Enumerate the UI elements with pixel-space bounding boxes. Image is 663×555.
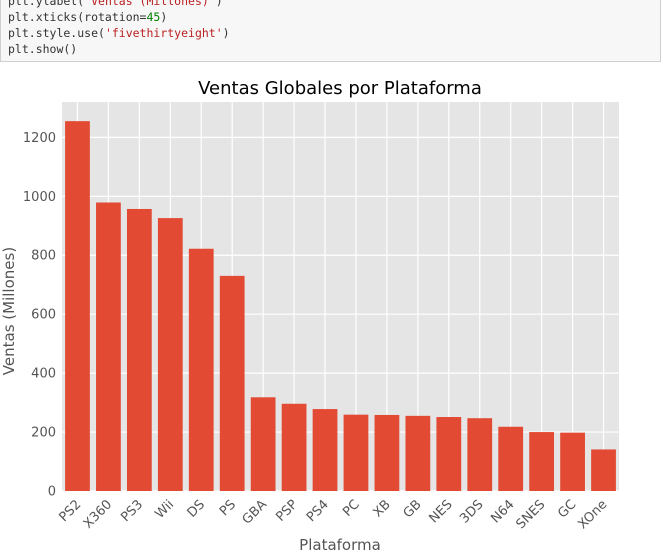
x-tick-label: PS4 <box>304 497 332 525</box>
bar-x360 <box>96 202 121 491</box>
code-line: plt.ylabel('Ventas (Millones)') <box>8 0 230 9</box>
code-token: 'fivethirtyeight' <box>104 26 223 40</box>
x-tick-label: PS3 <box>118 497 146 525</box>
x-tick-label: XB <box>371 497 394 520</box>
x-tick-label: X360 <box>81 497 115 531</box>
output-area: 0 200 400 600 800 1000 1200 PS2 X360 PS3 Wii DS PS G… <box>0 62 663 554</box>
x-tick-label: PS <box>217 497 239 519</box>
code-token: plt.xticks(rotation= <box>8 10 147 24</box>
bar-ps <box>219 275 245 491</box>
bar-gb <box>405 415 431 491</box>
bar-xb <box>374 414 400 491</box>
y-tick-label: 800 <box>31 249 56 264</box>
bar-ps3 <box>126 208 152 491</box>
code-token: plt.style.use( <box>8 26 105 40</box>
bar-psp <box>281 403 307 491</box>
x-tick-label: SNES <box>513 497 548 532</box>
bar-snes <box>529 432 555 491</box>
x-tick-label: PSP <box>273 497 301 525</box>
x-tick-label: DS <box>185 497 209 521</box>
chart-title: Ventas Globales por Plataforma <box>198 78 482 99</box>
x-tick-label: Wii <box>153 497 178 522</box>
y-tick-label: 0 <box>48 485 56 500</box>
bars <box>65 121 616 492</box>
bar-ds <box>188 248 214 491</box>
code-token: 'Ventas (Millones)' <box>84 0 216 8</box>
code-token: plt.ylabel( <box>8 0 85 8</box>
bar-wii <box>157 218 183 492</box>
bar-ps2 <box>65 121 90 491</box>
y-tick-label: 1200 <box>23 131 56 146</box>
y-tick-label: 600 <box>31 308 56 323</box>
code-line: plt.style.use('fivethirtyeight') <box>8 25 230 41</box>
y-tick-label: 200 <box>31 426 56 441</box>
x-tick-label: GC <box>555 497 579 521</box>
code-line: plt.show() <box>8 41 230 57</box>
x-axis-label: Plataforma <box>299 536 381 551</box>
code-token: plt.show() <box>8 42 78 56</box>
code-editor[interactable]: plt.ylabel('Ventas (Millones)') plt.xtick… <box>8 0 230 57</box>
x-tick-label: XOne <box>575 497 610 532</box>
x-tick-label: 3DS <box>457 497 486 526</box>
x-tick-label: PC <box>340 497 363 520</box>
bar-gba <box>250 397 276 491</box>
y-axis-label: Ventas (Millones) <box>0 247 18 375</box>
bar-gc <box>560 432 585 491</box>
y-tick-label: 1000 <box>23 190 56 205</box>
code-token: 45 <box>146 10 161 24</box>
bar-xone <box>591 449 616 491</box>
bar-ps4 <box>312 409 338 491</box>
code-line: plt.xticks(rotation=45) <box>8 9 230 25</box>
code-token: ) <box>215 0 223 8</box>
code-token: ) <box>222 26 230 40</box>
x-tick-label: NES <box>426 497 455 526</box>
code-cell[interactable]: plt.ylabel('Ventas (Millones)') plt.xtick… <box>0 0 661 62</box>
code-token: ) <box>160 10 168 24</box>
plot-background <box>62 102 619 491</box>
bar-pc <box>343 414 369 491</box>
y-tick-labels: 0 200 400 600 800 1000 1200 <box>23 131 56 500</box>
bar-3ds <box>467 418 493 491</box>
x-tick-label: GB <box>401 497 425 521</box>
bar-n64 <box>498 426 524 491</box>
x-tick-label: GBA <box>240 497 270 527</box>
bar-nes <box>436 417 462 491</box>
y-tick-label: 400 <box>31 367 56 382</box>
